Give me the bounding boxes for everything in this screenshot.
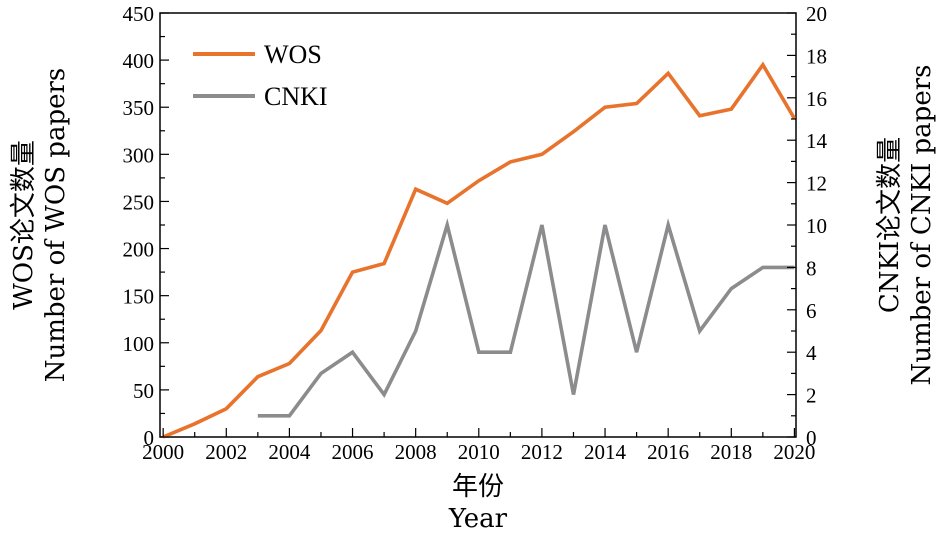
y-left-tick-label: 250 [123, 190, 155, 214]
legend-label-wos: WOS [264, 40, 322, 69]
y-left-tick-label: 400 [123, 49, 155, 73]
y-left-axis-ticks: 0 50 100 150 200 250 300 350 400 450 [123, 2, 169, 450]
x-axis-title-cn: 年份 [452, 472, 504, 502]
y-left-axis-title-en: Number of WOS papers [41, 68, 71, 382]
y-left-tick-label: 100 [123, 332, 155, 356]
x-tick-label: 2000 [142, 440, 184, 464]
y-right-axis-title-en: Number of CNKI papers [907, 65, 937, 386]
legend: WOS CNKI [193, 40, 328, 111]
y-left-tick-label: 300 [123, 143, 155, 167]
plot-frame [159, 12, 797, 438]
y-right-tick-label: 12 [806, 172, 827, 196]
y-left-axis-title-cn: WOS论文数量 [9, 140, 39, 310]
y-right-tick-label: 14 [806, 129, 828, 153]
x-tick-label: 2014 [584, 440, 627, 464]
x-tick-label: 2018 [710, 440, 752, 464]
x-axis-title-en: Year [448, 504, 508, 533]
y-right-axis-title-cn: CNKI论文数量 [875, 137, 905, 313]
y-right-axis-ticks: 0 2 4 6 8 10 12 14 16 18 20 [787, 2, 828, 450]
x-tick-label: 2016 [647, 440, 689, 464]
y-right-tick-label: 20 [806, 2, 827, 26]
y-right-tick-label: 2 [806, 384, 817, 408]
x-axis-ticks: 2000 2002 2004 2006 2008 2010 2012 2014 2016 2018… [142, 428, 815, 464]
x-tick-label: 2004 [268, 440, 311, 464]
y-left-tick-label: 150 [123, 285, 155, 309]
y-right-tick-label: 18 [806, 44, 827, 68]
x-tick-label: 2012 [521, 440, 563, 464]
plot-area [159, 12, 797, 438]
x-tick-label: 2002 [205, 440, 247, 464]
y-left-tick-label: 50 [133, 379, 154, 403]
y-right-tick-label: 10 [806, 214, 827, 238]
x-tick-label: 2006 [332, 440, 374, 464]
y-right-tick-label: 0 [806, 426, 817, 450]
x-tick-label: 2008 [395, 440, 437, 464]
y-left-tick-label: 450 [123, 2, 155, 26]
y-left-tick-label: 0 [144, 426, 155, 450]
series-line-wos [162, 61, 796, 439]
series-layer [162, 61, 796, 439]
x-tick-label: 2010 [458, 440, 500, 464]
y-right-tick-label: 8 [806, 256, 817, 280]
legend-label-cnki: CNKI [264, 82, 328, 111]
y-right-tick-label: 16 [806, 87, 827, 111]
y-right-tick-label: 6 [806, 299, 817, 323]
x-tick-label: 2020 [773, 440, 815, 464]
y-left-tick-label: 350 [123, 96, 155, 120]
y-left-tick-label: 200 [123, 238, 155, 262]
series-line-cnki [257, 218, 795, 418]
y-right-tick-label: 4 [806, 341, 817, 365]
